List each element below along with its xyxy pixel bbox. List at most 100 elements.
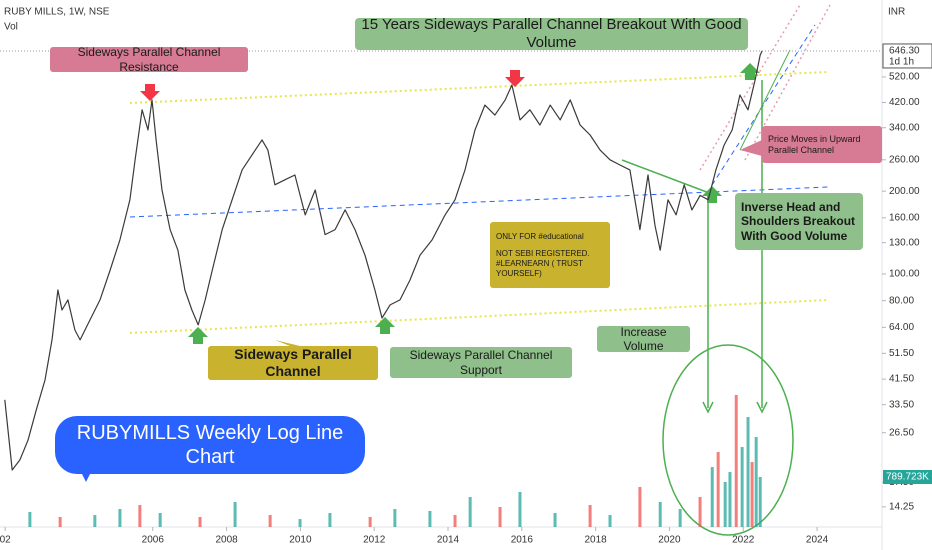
volume-bar [138, 505, 142, 527]
volume-bar [498, 506, 502, 527]
volume-bar [428, 510, 432, 527]
currency: INR [888, 7, 905, 18]
y-tick-label: 64.00 [889, 322, 914, 333]
annotation-line: Inverse Head and [741, 199, 841, 214]
trend-line [739, 49, 791, 151]
x-tick-label: 2016 [511, 535, 534, 546]
volume-bar [298, 519, 302, 527]
annotation-line: With Good Volume [741, 228, 848, 243]
volume-bar [118, 509, 122, 527]
volume-bar [518, 491, 522, 527]
volume-bar [198, 516, 202, 527]
volume-bar [698, 496, 702, 527]
annotation-line: Sideways Parallel Channel Support [409, 348, 553, 377]
volume-bar [758, 477, 762, 527]
up-channel-top [699, 4, 801, 171]
x-tick-label: 2014 [437, 535, 460, 546]
volume-bar [638, 486, 642, 527]
volume-bar [740, 447, 744, 527]
y-tick-label: 100.00 [889, 269, 920, 280]
y-tick-label: 51.50 [889, 348, 914, 359]
annotation: Price Moves in Upward Parallel Channel [762, 126, 882, 163]
annotation-line: RUBYMILLS Weekly Log Line Chart [76, 422, 344, 468]
volume-bar [468, 496, 472, 527]
annotation: 15 Years Sideways Parallel Channel Break… [355, 16, 748, 51]
x-tick-label: 2012 [363, 535, 386, 546]
y-tick-label: 520.00 [889, 72, 920, 83]
annotation-line: Sideways Parallel Channel [234, 346, 352, 379]
callout-tail [82, 474, 90, 482]
y-tick-label: 260.00 [889, 154, 920, 165]
volume-bar [328, 513, 332, 527]
annotation: Increase Volume [597, 324, 690, 353]
arrowhead [756, 401, 768, 414]
annotation-line: NOT SEBI REGISTERED. [496, 249, 590, 259]
volume-tag [883, 470, 932, 485]
annotation: Sideways Parallel Channel Resistance [50, 45, 248, 74]
y-tick-label: 33.50 [889, 399, 914, 410]
volume-bar [754, 437, 758, 527]
price-line [4, 50, 763, 471]
x-tick-label: 2020 [658, 535, 681, 546]
volume-bar [453, 515, 457, 527]
volume-bar [723, 481, 727, 527]
volume-bar [588, 505, 592, 527]
annotation: Sideways Parallel Channel Support [390, 347, 572, 378]
annotation-line: Parallel Channel [768, 144, 835, 155]
annotation-line: #LEARNEARN ( TRUST [496, 259, 583, 268]
down-arrow [140, 84, 160, 101]
arrowhead [702, 401, 714, 414]
annotation-line: ONLY FOR #educational [496, 231, 584, 241]
countdown: 1d 1h [889, 57, 914, 68]
up-arrow [188, 327, 208, 344]
volume-bar [233, 501, 237, 527]
volume-bar [658, 501, 662, 527]
volume-bar [678, 509, 682, 527]
volume-ellipse [662, 344, 794, 536]
x-tick-label: 2024 [806, 535, 829, 546]
x-tick-label: 02 [0, 535, 11, 546]
x-tick-label: 2006 [142, 535, 165, 546]
volume-bar [553, 513, 557, 527]
volume-bar [728, 472, 732, 527]
annotation: ONLY FOR #educational NOT SEBI REGISTERED… [490, 222, 610, 288]
volume-bar [393, 509, 397, 527]
volume-bar [368, 516, 372, 527]
y-tick-label: 200.00 [889, 186, 920, 197]
x-tick-label: 2022 [732, 535, 755, 546]
volume-bar [58, 516, 62, 527]
x-tick-label: 2010 [289, 535, 312, 546]
volume-bar [716, 452, 720, 527]
volume-bar [158, 513, 162, 527]
y-tick-label: 160.00 [889, 212, 920, 223]
volume-bar [268, 515, 272, 527]
annotation: Inverse Head and Shoulders Breakout With G… [735, 193, 863, 250]
y-tick-label: 26.50 [889, 427, 914, 438]
y-tick-label: 80.00 [889, 295, 914, 306]
annotation-line: Increase Volume [620, 324, 667, 353]
y-tick-label: 340.00 [889, 122, 920, 133]
volume-bar [93, 515, 97, 527]
price-tag [882, 43, 932, 69]
volume-tag-label: 789.723K [886, 472, 929, 483]
up-arrow [740, 63, 760, 80]
volume-bar [28, 511, 32, 527]
price-axis-bg [882, 0, 932, 550]
y-tick-label: 41.50 [889, 374, 914, 385]
volume-bar [750, 462, 754, 527]
up-arrow [702, 186, 722, 203]
price-tag-label: 646.30 [889, 46, 920, 57]
channel-resistance [129, 71, 829, 104]
down-arrow [505, 70, 525, 87]
x-tick-label: 2018 [585, 535, 608, 546]
annotation-line: 15 Years Sideways Parallel Channel Break… [361, 16, 742, 51]
up-channel-mid [711, 24, 816, 186]
annotation: Sideways Parallel Channel [208, 346, 378, 380]
volume-legend: Vol [4, 22, 18, 33]
symbol-header: RUBY MILLS, 1W, NSE [4, 7, 110, 18]
annotation-line: Sideways Parallel Channel Resistance [77, 45, 221, 74]
callout-tail [740, 140, 762, 156]
callout-tail [275, 340, 300, 346]
